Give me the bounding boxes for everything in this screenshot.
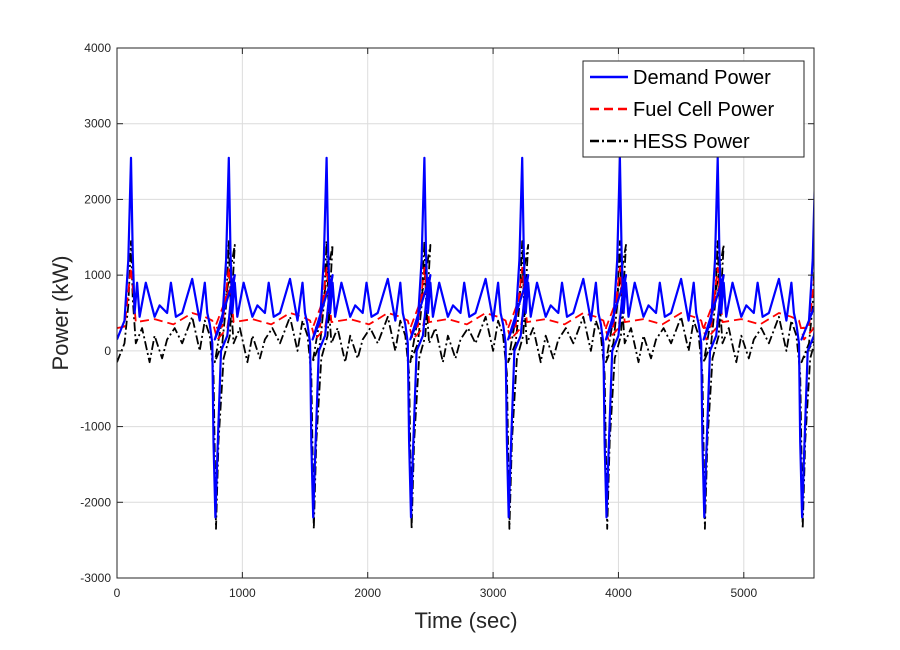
legend-label-fuel-cell: Fuel Cell Power <box>633 99 775 121</box>
x-tick-label: 3000 <box>480 586 507 600</box>
y-tick-label: 2000 <box>84 192 111 206</box>
y-tick-label: 4000 <box>84 41 111 55</box>
legend-label-demand: Demand Power <box>633 67 771 89</box>
y-tick-label: 1000 <box>84 268 111 282</box>
legend: Demand Power Fuel Cell Power HESS Power <box>582 60 805 158</box>
y-tick-label: 0 <box>104 344 111 358</box>
series-line-demand-power <box>117 156 814 519</box>
y-tick-label: 3000 <box>84 117 111 131</box>
y-axis-label: Power (kW) <box>48 256 73 371</box>
x-tick-label: 2000 <box>354 586 381 600</box>
y-axis-ticks: -3000 -2000 -1000 0 1000 2000 3000 4000 <box>80 41 814 585</box>
plot-frame <box>116 47 815 579</box>
y-tick-label: -1000 <box>80 420 111 434</box>
x-axis-ticks: 0 1000 2000 3000 4000 5000 <box>114 48 757 600</box>
x-tick-label: 4000 <box>605 586 632 600</box>
x-tick-label: 1000 <box>229 586 256 600</box>
series-layer <box>117 156 814 530</box>
x-axis-label: Time (sec) <box>414 608 517 633</box>
y-tick-label: -2000 <box>80 495 111 509</box>
x-tick-label: 0 <box>114 586 121 600</box>
legend-label-hess: HESS Power <box>633 131 750 153</box>
x-tick-label: 5000 <box>730 586 757 600</box>
y-tick-label: -3000 <box>80 571 111 585</box>
